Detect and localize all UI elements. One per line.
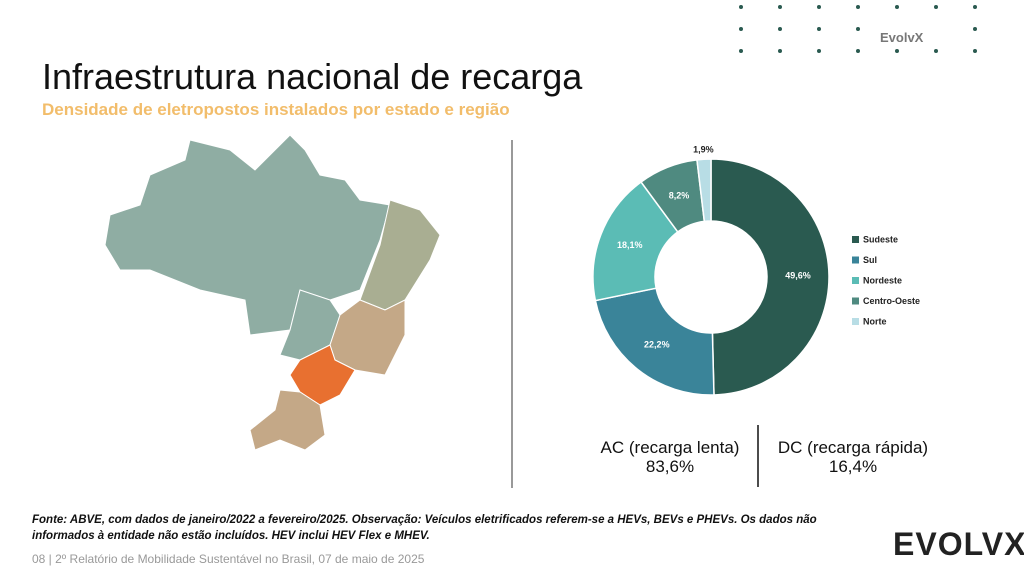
footnote: Fonte: ABVE, com dados de janeiro/2022 a… <box>32 514 817 542</box>
data-label: 8,2% <box>669 190 690 200</box>
summary-label: DC (recarga rápida) <box>777 438 929 457</box>
legend-label: Nordeste <box>863 275 902 285</box>
subtitle: Densidade de eletropostos instalados por… <box>42 100 510 119</box>
footer: 08 | 2º Relatório de Mobilidade Sustentá… <box>32 552 425 566</box>
logo: EVOLVX <box>893 526 1024 562</box>
summary-value: 83,6% <box>645 457 695 476</box>
summary: DC (recarga rápida) 16,4% <box>758 438 948 476</box>
legend-label: Sul <box>863 255 877 265</box>
summary-value: 16,4% <box>828 457 878 476</box>
legend-swatch <box>852 318 859 325</box>
legend-label: Centro-Oeste <box>863 296 920 306</box>
legend-swatch <box>852 236 859 243</box>
legend-swatch <box>852 297 859 305</box>
summary-label: AC (recarga lenta) <box>600 438 740 457</box>
data-label: 18,1% <box>617 240 643 250</box>
title: Infraestrutura nacional de recarga <box>42 56 583 97</box>
slice <box>696 158 712 223</box>
data-label: 1,9% <box>693 145 714 155</box>
legend-label: Norte <box>863 316 887 326</box>
legend-label: Sudeste <box>863 234 898 244</box>
data-label: 22,2% <box>644 339 670 349</box>
brand: EvolvX <box>880 30 924 45</box>
slice <box>594 287 715 396</box>
map <box>104 134 441 451</box>
legend-swatch <box>852 277 859 284</box>
legend-swatch <box>852 256 859 264</box>
summary: AC (recarga lenta) 83,6% <box>580 438 760 476</box>
data-label: 49,6% <box>785 270 811 280</box>
dots <box>739 5 977 53</box>
slice <box>710 158 830 396</box>
